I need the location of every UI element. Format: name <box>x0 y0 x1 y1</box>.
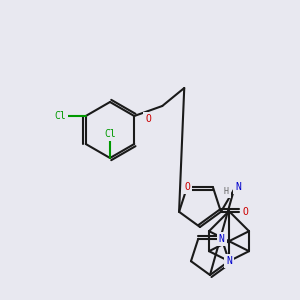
Text: Cl: Cl <box>104 129 116 139</box>
Text: O: O <box>145 114 151 124</box>
Text: Cl: Cl <box>54 111 66 121</box>
Text: N: N <box>219 234 225 244</box>
Text: N: N <box>235 182 241 192</box>
Text: O: O <box>243 207 249 217</box>
Text: O: O <box>184 182 190 192</box>
Text: H: H <box>224 187 228 196</box>
Text: N: N <box>226 256 232 266</box>
